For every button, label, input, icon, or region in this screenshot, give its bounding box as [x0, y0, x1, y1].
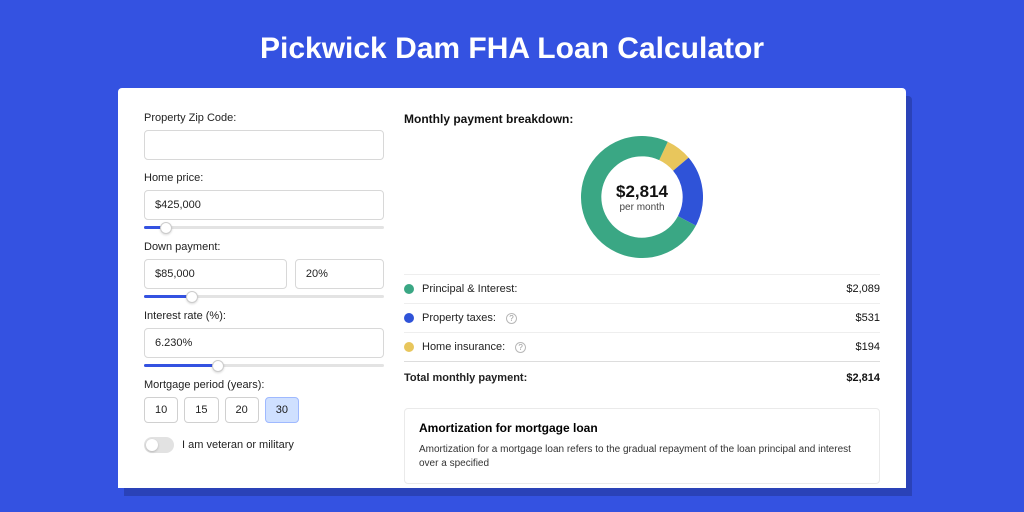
legend-dot [404, 284, 414, 294]
interest-slider[interactable] [144, 364, 384, 367]
donut-wrap: $2,814 per month [404, 136, 880, 258]
down-payment-label: Down payment: [144, 241, 384, 253]
breakdown-title: Monthly payment breakdown: [404, 112, 880, 126]
legend-row: Principal & Interest: $2,089 [404, 274, 880, 303]
total-value: $2,814 [846, 372, 880, 384]
home-price-field: Home price: [144, 172, 384, 229]
total-row: Total monthly payment: $2,814 [404, 361, 880, 392]
interest-field: Interest rate (%): [144, 310, 384, 367]
down-payment-pct-input[interactable] [295, 259, 384, 289]
down-payment-field: Down payment: [144, 241, 384, 298]
down-payment-slider-handle[interactable] [186, 291, 198, 303]
period-button-10[interactable]: 10 [144, 397, 178, 423]
legend-row: Home insurance:? $194 [404, 332, 880, 361]
legend-dot [404, 342, 414, 352]
legend-label: Home insurance: [422, 341, 505, 353]
interest-slider-handle[interactable] [212, 360, 224, 372]
veteran-row: I am veteran or military [144, 437, 384, 453]
period-label: Mortgage period (years): [144, 379, 384, 391]
interest-input[interactable] [144, 328, 384, 358]
donut-amount: $2,814 [616, 182, 668, 202]
donut-sub: per month [619, 202, 664, 213]
interest-slider-fill [144, 364, 218, 367]
legend-label: Principal & Interest: [422, 283, 517, 295]
veteran-label: I am veteran or military [182, 439, 294, 451]
legend-row: Property taxes:? $531 [404, 303, 880, 332]
legend-dot [404, 313, 414, 323]
amortization-title: Amortization for mortgage loan [419, 421, 865, 435]
amortization-card: Amortization for mortgage loan Amortizat… [404, 408, 880, 484]
down-payment-slider[interactable] [144, 295, 384, 298]
zip-input[interactable] [144, 130, 384, 160]
period-buttons: 1015 2030 [144, 397, 384, 423]
period-button-30[interactable]: 30 [265, 397, 299, 423]
home-price-input[interactable] [144, 190, 384, 220]
breakdown-panel: Monthly payment breakdown: $2,814 per mo… [404, 112, 880, 488]
inputs-panel: Property Zip Code: Home price: Down paym… [144, 112, 384, 488]
period-button-15[interactable]: 15 [184, 397, 218, 423]
period-field: Mortgage period (years): 1015 2030 [144, 379, 384, 423]
home-price-slider[interactable] [144, 226, 384, 229]
period-button-20[interactable]: 20 [225, 397, 259, 423]
donut-center: $2,814 per month [581, 136, 703, 258]
zip-field: Property Zip Code: [144, 112, 384, 160]
zip-label: Property Zip Code: [144, 112, 384, 124]
home-price-label: Home price: [144, 172, 384, 184]
page-title: Pickwick Dam FHA Loan Calculator [0, 0, 1024, 88]
payment-donut-chart: $2,814 per month [581, 136, 703, 258]
interest-label: Interest rate (%): [144, 310, 384, 322]
down-payment-slider-fill [144, 295, 192, 298]
home-price-slider-handle[interactable] [160, 222, 172, 234]
legend-value: $2,089 [846, 283, 880, 295]
legend: Principal & Interest: $2,089 Property taxe… [404, 274, 880, 361]
down-payment-input[interactable] [144, 259, 287, 289]
amortization-text: Amortization for a mortgage loan refers … [419, 443, 865, 471]
legend-value: $194 [856, 341, 880, 353]
veteran-toggle[interactable] [144, 437, 174, 453]
info-icon[interactable]: ? [515, 342, 526, 353]
legend-label: Property taxes: [422, 312, 496, 324]
calculator-card: Property Zip Code: Home price: Down paym… [118, 88, 906, 488]
info-icon[interactable]: ? [506, 313, 517, 324]
total-label: Total monthly payment: [404, 372, 527, 384]
legend-value: $531 [856, 312, 880, 324]
